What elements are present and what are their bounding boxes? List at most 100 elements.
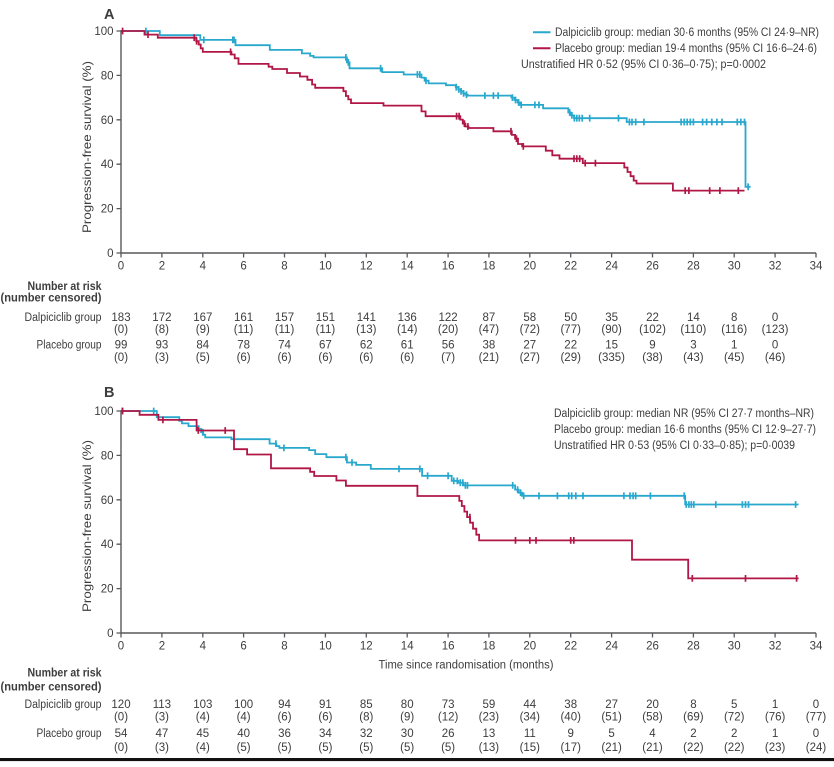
- svg-text:22: 22: [564, 261, 577, 273]
- svg-text:18: 18: [483, 641, 496, 653]
- svg-text:6: 6: [240, 641, 246, 653]
- svg-text:(21): (21): [479, 352, 500, 364]
- svg-text:8: 8: [281, 261, 287, 273]
- svg-text:(9): (9): [196, 324, 210, 336]
- svg-text:157: 157: [275, 312, 294, 324]
- svg-text:151: 151: [316, 312, 335, 324]
- svg-text:(6): (6): [277, 712, 291, 724]
- svg-text:(4): (4): [237, 712, 251, 724]
- svg-text:22: 22: [564, 340, 577, 352]
- svg-text:(number censored): (number censored): [1, 681, 102, 693]
- svg-text:(17): (17): [560, 742, 581, 754]
- svg-text:(45): (45): [724, 352, 745, 364]
- svg-text:161: 161: [234, 312, 253, 324]
- svg-text:(13): (13): [479, 742, 500, 754]
- svg-text:100: 100: [234, 699, 253, 711]
- svg-text:A: A: [104, 7, 115, 23]
- svg-text:Dalpiciclib group: Dalpiciclib group: [25, 312, 102, 324]
- svg-text:10: 10: [319, 261, 332, 273]
- svg-text:(0): (0): [114, 324, 128, 336]
- svg-text:Dalpiciclib group: median NR (: Dalpiciclib group: median NR (95% CI 27·…: [554, 408, 814, 420]
- svg-text:80: 80: [101, 70, 114, 82]
- svg-text:Unstratified HR 0·53 (95% CI 0: Unstratified HR 0·53 (95% CI 0·33–0·85);…: [554, 440, 795, 452]
- svg-text:45: 45: [196, 728, 209, 740]
- svg-text:(6): (6): [400, 352, 414, 364]
- svg-text:4: 4: [649, 728, 656, 740]
- svg-text:(6): (6): [318, 712, 332, 724]
- svg-text:(90): (90): [601, 324, 622, 336]
- svg-text:56: 56: [442, 340, 455, 352]
- svg-text:40: 40: [101, 159, 114, 171]
- svg-text:67: 67: [319, 340, 332, 352]
- svg-text:120: 120: [111, 699, 130, 711]
- svg-text:122: 122: [439, 312, 458, 324]
- svg-text:(3): (3): [155, 712, 169, 724]
- svg-text:(76): (76): [765, 712, 786, 724]
- svg-text:47: 47: [156, 728, 169, 740]
- svg-text:(15): (15): [520, 742, 541, 754]
- svg-text:2: 2: [159, 261, 165, 273]
- svg-text:1: 1: [772, 728, 778, 740]
- svg-text:4: 4: [200, 261, 207, 273]
- svg-text:Placebo group: Placebo group: [37, 728, 102, 740]
- svg-text:(5): (5): [318, 742, 332, 754]
- svg-text:(43): (43): [683, 352, 704, 364]
- svg-text:(5): (5): [359, 742, 373, 754]
- svg-text:0: 0: [118, 261, 124, 273]
- svg-text:13: 13: [483, 728, 496, 740]
- svg-text:Progression-free survival (%): Progression-free survival (%): [80, 440, 94, 612]
- svg-text:11: 11: [524, 728, 536, 740]
- svg-text:Number at risk: Number at risk: [28, 281, 103, 293]
- svg-text:(23): (23): [765, 742, 786, 754]
- svg-text:(77): (77): [806, 712, 827, 724]
- svg-text:4: 4: [200, 641, 207, 653]
- svg-text:(72): (72): [724, 712, 745, 724]
- svg-text:60: 60: [101, 115, 114, 127]
- svg-text:3: 3: [690, 340, 696, 352]
- svg-text:(5): (5): [196, 352, 210, 364]
- svg-text:12: 12: [360, 641, 373, 653]
- svg-text:15: 15: [605, 340, 618, 352]
- svg-text:(number censored): (number censored): [1, 293, 102, 305]
- svg-text:(0): (0): [114, 352, 128, 364]
- svg-text:0: 0: [813, 699, 819, 711]
- svg-text:6: 6: [240, 261, 246, 273]
- svg-text:(5): (5): [400, 742, 414, 754]
- svg-text:10: 10: [319, 641, 332, 653]
- svg-text:(21): (21): [642, 742, 663, 754]
- svg-text:(22): (22): [724, 742, 745, 754]
- svg-text:(11): (11): [234, 324, 254, 336]
- svg-text:35: 35: [605, 312, 618, 324]
- svg-text:(3): (3): [155, 742, 169, 754]
- svg-text:B: B: [104, 385, 114, 401]
- svg-text:30: 30: [728, 641, 741, 653]
- svg-text:36: 36: [278, 728, 291, 740]
- svg-text:60: 60: [101, 495, 114, 507]
- svg-text:0: 0: [772, 312, 778, 324]
- svg-text:54: 54: [115, 728, 128, 740]
- svg-text:22: 22: [646, 312, 659, 324]
- svg-text:Placebo group: median 19·4 mon: Placebo group: median 19·4 months (95% C…: [555, 43, 817, 55]
- svg-text:50: 50: [564, 312, 577, 324]
- svg-text:59: 59: [483, 699, 496, 711]
- svg-text:26: 26: [442, 728, 455, 740]
- svg-text:(47): (47): [479, 324, 500, 336]
- svg-text:(335): (335): [598, 352, 625, 364]
- svg-text:(46): (46): [765, 352, 786, 364]
- svg-text:38: 38: [564, 699, 577, 711]
- svg-text:(8): (8): [155, 324, 169, 336]
- svg-text:Dalpiciclib group: median 30·6: Dalpiciclib group: median 30·6 months (9…: [555, 27, 819, 39]
- svg-text:(40): (40): [560, 712, 581, 724]
- svg-text:30: 30: [728, 261, 741, 273]
- svg-text:141: 141: [357, 312, 376, 324]
- svg-text:0: 0: [813, 728, 819, 740]
- svg-text:Number at risk: Number at risk: [28, 668, 103, 680]
- svg-text:2: 2: [159, 641, 165, 653]
- svg-text:5: 5: [731, 699, 737, 711]
- svg-text:16: 16: [442, 261, 455, 273]
- svg-text:(58): (58): [642, 712, 663, 724]
- svg-text:84: 84: [196, 340, 209, 352]
- svg-text:87: 87: [483, 312, 496, 324]
- svg-text:113: 113: [153, 699, 171, 711]
- svg-text:(11): (11): [316, 324, 336, 336]
